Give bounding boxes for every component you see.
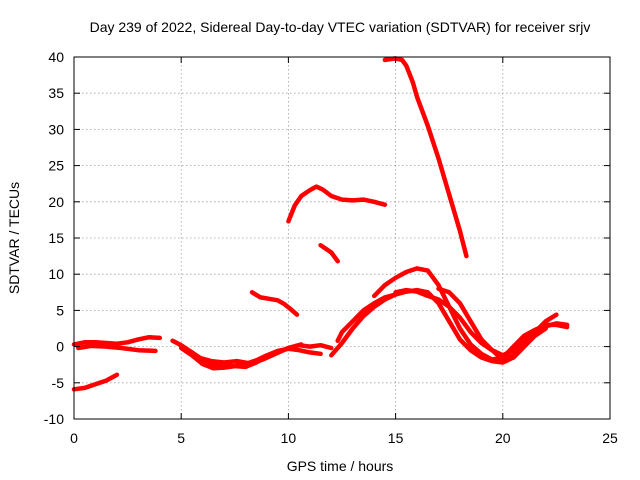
axis-ticks: 0 5 10 15 20 25 -10 -5 0 5 10 15 20 25 30 35 40 xyxy=(44,49,618,446)
y-tick-label: 35 xyxy=(48,85,64,101)
x-tick-label: 5 xyxy=(177,430,185,446)
series-track-3 xyxy=(71,372,120,392)
series-track-7 xyxy=(329,287,548,365)
y-tick-label: 10 xyxy=(48,266,64,282)
y-tick-label: 40 xyxy=(48,49,64,65)
y-tick-label: -10 xyxy=(44,411,64,427)
series-track-12 xyxy=(286,184,388,224)
series-track-14 xyxy=(249,290,300,317)
series-layer xyxy=(71,56,570,392)
x-tick-label: 0 xyxy=(70,430,78,446)
series-track-13 xyxy=(318,242,340,264)
y-tick-label: 20 xyxy=(48,194,64,210)
series-track-6 xyxy=(183,342,304,366)
x-tick-label: 25 xyxy=(602,430,618,446)
x-tick-label: 10 xyxy=(281,430,297,446)
y-tick-label: -5 xyxy=(52,375,65,391)
x-axis-label: GPS time / hours xyxy=(287,458,394,474)
series-track-2 xyxy=(76,343,158,354)
y-tick-label: 5 xyxy=(56,302,64,318)
y-tick-label: 25 xyxy=(48,158,64,174)
series-track-1 xyxy=(71,334,163,347)
series-track-15 xyxy=(382,56,469,259)
series-track-10 xyxy=(436,286,570,358)
x-tick-label: 15 xyxy=(388,430,404,446)
chart-title: Day 239 of 2022, Sidereal Day-to-day VTE… xyxy=(90,19,591,35)
y-tick-label: 15 xyxy=(48,230,64,246)
x-tick-label: 20 xyxy=(495,430,511,446)
grid-lines xyxy=(74,57,610,419)
series-track-11 xyxy=(335,292,398,344)
series-track-8 xyxy=(371,266,570,362)
y-tick-label: 0 xyxy=(56,339,64,355)
y-axis-label: SDTVAR / TECUs xyxy=(6,182,22,294)
y-tick-label: 30 xyxy=(48,121,64,137)
